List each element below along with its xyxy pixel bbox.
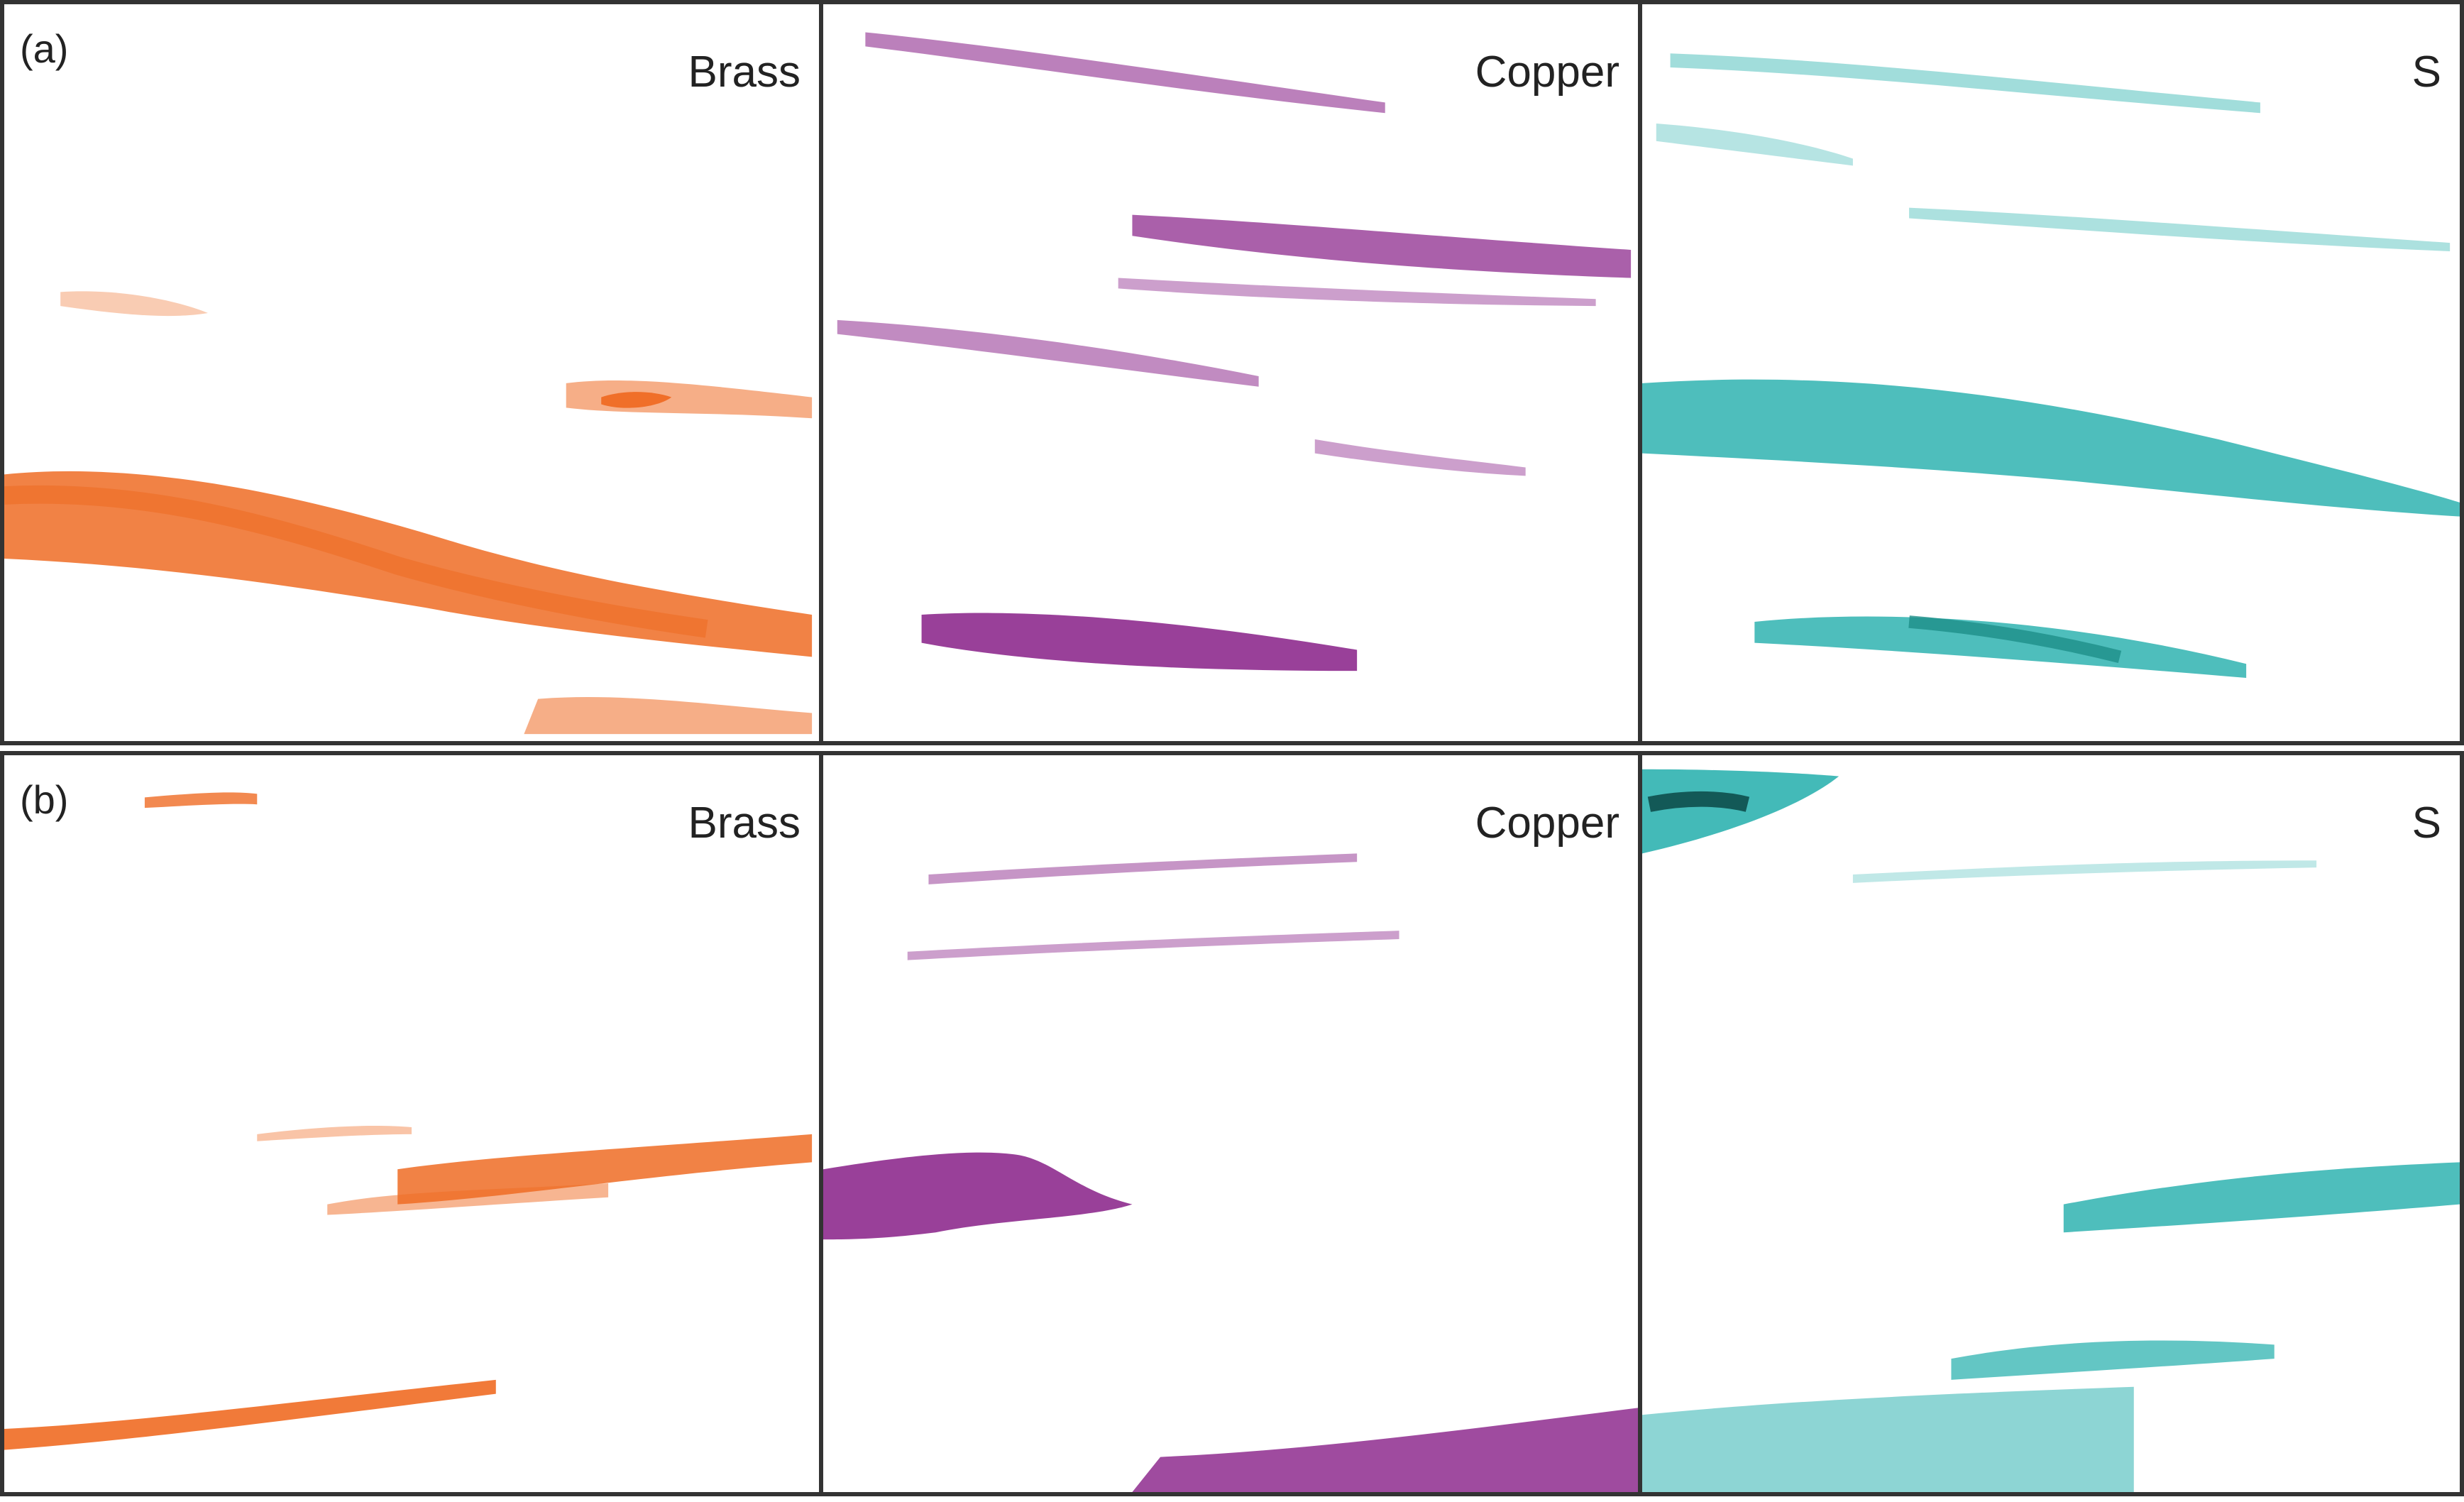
map-label-s-b: S — [2411, 799, 2441, 848]
sulfur-map-b — [1642, 769, 2460, 1492]
map-label-brass-b: Brass — [688, 799, 801, 848]
panel-b-brass: (b) Brass — [0, 751, 823, 1496]
copper-map-b — [823, 853, 1638, 1492]
row-b: (b) Brass Copper — [0, 751, 2464, 1496]
panel-b-sulfur: S — [1638, 751, 2464, 1496]
row-label-a: (a) — [20, 26, 69, 71]
map-label-copper-a: Copper — [1475, 48, 1619, 97]
panel-b-copper: Copper — [819, 751, 1642, 1496]
sulfur-map-a — [1642, 53, 2460, 679]
map-label-s-a: S — [2411, 48, 2441, 97]
brass-map-b — [4, 792, 813, 1450]
row-label-b: (b) — [20, 777, 69, 822]
panel-a-copper: Copper — [819, 0, 1642, 745]
brass-map-a — [4, 291, 813, 735]
map-label-copper-b: Copper — [1475, 799, 1619, 848]
panel-a-sulfur: S — [1638, 0, 2464, 745]
map-label-brass-a: Brass — [688, 48, 801, 97]
copper-map-a — [837, 32, 1632, 671]
panel-a-brass: (a) Brass — [0, 0, 823, 745]
row-a: (a) Brass Copper — [0, 0, 2464, 745]
